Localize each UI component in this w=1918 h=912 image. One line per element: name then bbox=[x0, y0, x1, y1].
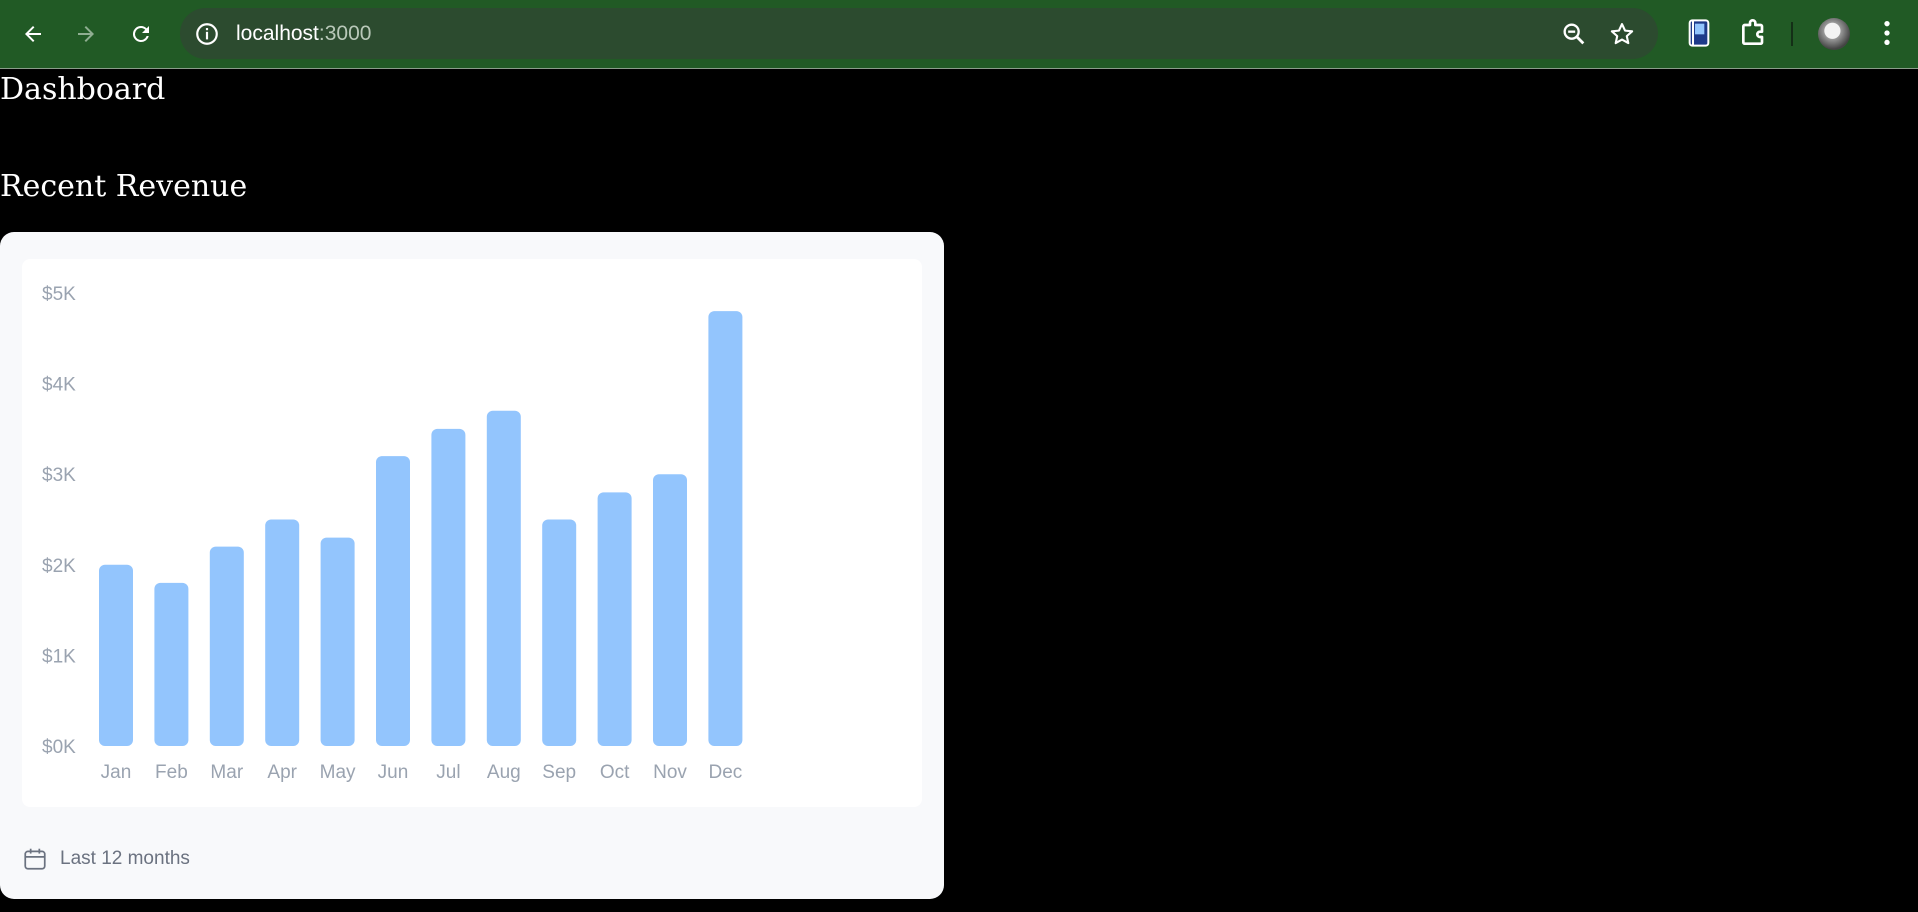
info-icon[interactable] bbox=[194, 21, 220, 47]
browser-toolbar: localhost:3000 bbox=[0, 0, 1918, 69]
card-footer: Last 12 months bbox=[22, 839, 190, 879]
x-tick-label: Mar bbox=[210, 762, 243, 783]
bar-apr[interactable] bbox=[265, 519, 300, 747]
x-tick-label: Jun bbox=[378, 762, 409, 783]
x-tick-label: Oct bbox=[600, 762, 630, 783]
section-title: Recent Revenue bbox=[0, 169, 248, 204]
address-bar[interactable]: localhost:3000 bbox=[180, 8, 1658, 59]
bar-nov[interactable] bbox=[653, 474, 687, 746]
zoom-out-icon[interactable] bbox=[1560, 20, 1588, 48]
bar-feb[interactable] bbox=[154, 582, 189, 746]
bar-sep[interactable] bbox=[542, 519, 577, 747]
y-tick-label: $3K bbox=[42, 465, 76, 486]
back-button[interactable] bbox=[13, 14, 53, 54]
book-icon[interactable] bbox=[1683, 17, 1715, 49]
url-port: :3000 bbox=[318, 22, 372, 45]
y-tick-label: $1K bbox=[42, 646, 76, 667]
bar-jul[interactable] bbox=[431, 428, 466, 746]
revenue-bar-chart: $5K $4K $3K $2K $1K $0K Jan Feb Mar Apr May Jun Jul A… bbox=[42, 284, 743, 783]
x-tick-label: Feb bbox=[155, 762, 188, 783]
y-tick-label: $4K bbox=[42, 375, 76, 396]
x-tick-label: Aug bbox=[487, 762, 521, 783]
bar-may[interactable] bbox=[320, 537, 355, 746]
arrow-right-icon bbox=[78, 26, 94, 42]
reload-icon bbox=[132, 25, 149, 42]
url-text[interactable]: localhost:3000 bbox=[236, 8, 371, 59]
bar-dec[interactable] bbox=[708, 311, 743, 746]
x-tick-label: Dec bbox=[709, 762, 743, 783]
page-title: Dashboard bbox=[0, 72, 166, 107]
x-tick-label: May bbox=[320, 762, 356, 783]
url-host: localhost bbox=[236, 22, 319, 45]
x-tick-label: Sep bbox=[542, 762, 576, 783]
bar-jan[interactable] bbox=[99, 564, 133, 746]
footer-label: Last 12 months bbox=[60, 848, 190, 869]
arrow-left-icon bbox=[25, 26, 41, 42]
x-tick-label: Jul bbox=[436, 762, 460, 783]
y-tick-label: $0K bbox=[42, 737, 76, 758]
bar-jun[interactable] bbox=[376, 456, 410, 746]
puzzle-icon[interactable] bbox=[1738, 17, 1770, 49]
bar-oct[interactable] bbox=[597, 492, 632, 746]
reload-button[interactable] bbox=[121, 14, 161, 54]
profile-avatar[interactable] bbox=[1818, 18, 1850, 50]
revenue-chart-panel: $5K $4K $3K $2K $1K $0K Jan Feb Mar Apr May Jun Jul A… bbox=[22, 259, 922, 807]
x-tick-label: Apr bbox=[267, 762, 297, 783]
star-icon[interactable] bbox=[1608, 20, 1636, 48]
x-tick-label: Nov bbox=[653, 762, 687, 783]
kebab-menu-icon[interactable] bbox=[1871, 17, 1903, 49]
bar-aug[interactable] bbox=[486, 410, 521, 746]
calendar-icon bbox=[24, 848, 46, 870]
bar-mar[interactable] bbox=[209, 546, 244, 746]
x-tick-label: Jan bbox=[101, 762, 132, 783]
y-tick-label: $2K bbox=[42, 556, 76, 577]
revenue-card: $5K $4K $3K $2K $1K $0K Jan Feb Mar Apr May Jun Jul A… bbox=[0, 232, 944, 899]
forward-button[interactable] bbox=[66, 14, 106, 54]
toolbar-divider bbox=[1791, 22, 1793, 46]
y-tick-label: $5K bbox=[42, 284, 76, 305]
